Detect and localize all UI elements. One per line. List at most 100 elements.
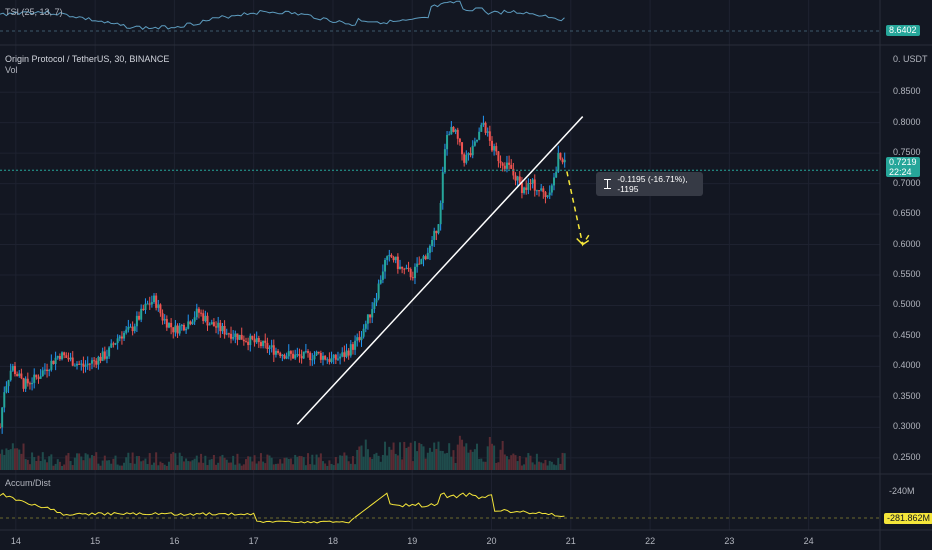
- candle-body: [287, 351, 290, 357]
- volume-bar: [362, 456, 365, 470]
- price-axis-tick: 0.6500: [893, 208, 921, 219]
- candle-body: [76, 363, 79, 366]
- candle-body: [242, 339, 245, 342]
- candle-body: [236, 333, 239, 340]
- volume-bar: [463, 446, 466, 470]
- volume-bar: [262, 461, 265, 470]
- candle-body: [454, 129, 457, 132]
- volume-bar: [116, 464, 119, 470]
- volume-bar: [431, 451, 434, 470]
- volume-bar: [118, 465, 121, 470]
- candle-body: [172, 327, 175, 333]
- candle-body: [20, 373, 23, 379]
- candle-body: [424, 256, 427, 260]
- candle-body: [394, 256, 397, 261]
- candle-body: [544, 192, 547, 197]
- volume-bar: [266, 454, 269, 470]
- volume-bar: [394, 453, 397, 470]
- volume-bar: [277, 463, 280, 470]
- volume-bar: [212, 454, 215, 470]
- volume-bar: [555, 465, 558, 470]
- volume-bar: [76, 453, 79, 470]
- volume-bar: [448, 443, 451, 470]
- volume-bar: [465, 443, 468, 470]
- candle-body: [163, 318, 166, 321]
- price-range-measure-tooltip[interactable]: -0.1195 (-16.71%), -1195: [596, 172, 703, 196]
- volume-indicator-label[interactable]: Vol: [5, 65, 18, 75]
- volume-bar: [22, 443, 25, 470]
- candle-body: [452, 126, 455, 132]
- accum-axis-tick: -240M: [889, 486, 915, 496]
- candle-body: [95, 360, 98, 365]
- volume-bar: [377, 455, 380, 470]
- volume-bar: [238, 463, 241, 470]
- volume-bar: [386, 455, 389, 470]
- current-price-tag: 0.7219 22:24: [886, 157, 920, 177]
- volume-bar: [93, 455, 96, 470]
- candle-body: [97, 356, 100, 365]
- volume-bar: [127, 452, 130, 470]
- candle-body: [441, 172, 444, 204]
- volume-bar: [330, 463, 333, 470]
- tsi-indicator-label[interactable]: TSI (25, 13, 7): [5, 7, 63, 17]
- volume-bar: [446, 452, 449, 470]
- candle-body: [510, 164, 513, 169]
- candle-body: [411, 277, 414, 279]
- volume-bar: [31, 452, 34, 470]
- volume-bar: [437, 441, 440, 470]
- symbol-title[interactable]: Origin Protocol / TetherUS, 30, BINANCE: [5, 54, 170, 64]
- volume-bar: [525, 457, 528, 470]
- candle-body: [69, 357, 72, 360]
- volume-bar: [324, 463, 327, 470]
- volume-bar: [283, 457, 286, 470]
- volume-bar: [480, 458, 483, 470]
- volume-bar: [439, 450, 442, 470]
- volume-bar: [264, 463, 267, 470]
- candle-body: [538, 190, 541, 192]
- candle-body: [399, 266, 402, 269]
- candle-body: [373, 302, 376, 310]
- candle-body: [527, 183, 530, 190]
- accum-dist-label[interactable]: Accum/Dist: [5, 478, 51, 488]
- volume-bar: [112, 458, 115, 470]
- candle-body: [129, 326, 132, 328]
- volume-bar: [544, 459, 547, 470]
- candle-body: [377, 283, 380, 299]
- candle-body: [384, 259, 387, 272]
- candle-body: [557, 152, 560, 172]
- candle-body: [191, 321, 194, 325]
- candle-body: [294, 354, 297, 359]
- candle-body: [289, 351, 292, 354]
- currency-label[interactable]: 0. USDT: [893, 54, 928, 64]
- candle-body: [356, 337, 359, 341]
- candle-body: [232, 336, 235, 339]
- volume-bar: [204, 455, 207, 470]
- volume-bar: [54, 463, 57, 470]
- candle-body: [328, 359, 331, 362]
- volume-bar: [550, 461, 553, 470]
- volume-bar: [61, 465, 64, 470]
- candle-body: [465, 154, 468, 163]
- volume-bar: [531, 462, 534, 470]
- volume-bar: [501, 440, 504, 470]
- candle-body: [317, 351, 320, 353]
- volume-bar: [505, 456, 508, 470]
- volume-bar: [523, 464, 526, 470]
- candle-body: [253, 339, 256, 343]
- candle-body: [161, 313, 164, 321]
- volume-bar: [240, 465, 243, 470]
- time-axis-tick: 22: [645, 536, 656, 546]
- candle-body: [67, 357, 70, 360]
- candle-body: [392, 257, 395, 261]
- candle-body: [165, 318, 168, 328]
- volume-bar: [125, 457, 128, 470]
- volume-bar: [557, 458, 560, 470]
- volume-bar: [178, 452, 181, 470]
- candle-body: [321, 355, 324, 360]
- grid-lines: [0, 0, 880, 530]
- candle-body: [247, 341, 250, 346]
- candle-body: [443, 149, 446, 173]
- candle-body: [101, 351, 104, 361]
- candle-body: [103, 351, 106, 359]
